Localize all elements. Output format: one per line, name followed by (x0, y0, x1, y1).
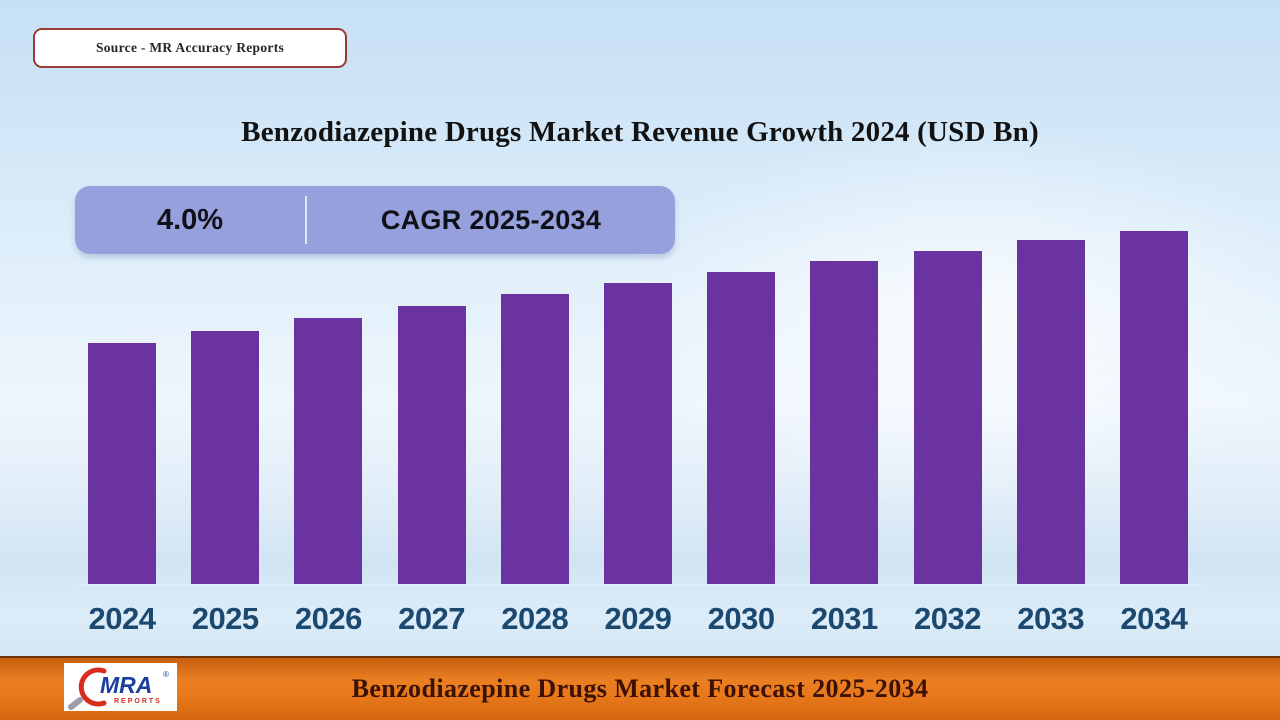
source-attribution-box: Source - MR Accuracy Reports (33, 28, 347, 68)
footer-banner: Benzodiazepine Drugs Market Forecast 202… (0, 656, 1280, 720)
chart-title: Benzodiazepine Drugs Market Revenue Grow… (241, 116, 1039, 148)
cagr-badge-divider (305, 196, 307, 244)
x-axis-label-2031: 2031 (810, 601, 878, 636)
bar-2034 (1119, 231, 1188, 584)
bar-2030 (707, 272, 776, 584)
bar-2032 (913, 251, 982, 584)
x-axis-label-2025: 2025 (191, 601, 259, 636)
source-attribution-label: Source - MR Accuracy Reports (95, 40, 285, 55)
mra-reports-logo-icon: MRA REPORTS ® (68, 667, 169, 710)
bar-2027 (397, 306, 466, 584)
bar-2031 (810, 261, 879, 584)
bar-2024 (88, 343, 156, 584)
x-axis-label-2030: 2030 (707, 601, 775, 636)
x-axis-labels: 2024 2025 2026 2027 2028 2029 2030 2031 2032 2033… (88, 601, 1188, 637)
footer-title: Benzodiazepine Drugs Market Forecast 202… (351, 674, 929, 703)
x-axis-label-2026: 2026 (294, 601, 362, 636)
x-axis-label-2033: 2033 (1017, 601, 1085, 636)
chart-baseline (75, 584, 1205, 586)
brand-logo: MRA REPORTS ® (64, 663, 177, 711)
x-axis-label-2024: 2024 (88, 601, 156, 636)
x-axis-label-2027: 2027 (398, 601, 466, 636)
bar-2025 (191, 331, 260, 584)
bar-2029 (603, 283, 672, 584)
svg-text:MRA: MRA (100, 672, 152, 698)
cagr-badge: 4.0% CAGR 2025-2034 (75, 186, 675, 254)
svg-text:REPORTS: REPORTS (114, 698, 162, 705)
svg-text:®: ® (163, 670, 169, 679)
bar-2033 (1016, 240, 1085, 584)
bar-2028 (500, 294, 569, 584)
x-axis-label-2028: 2028 (501, 601, 569, 636)
x-axis-label-2032: 2032 (914, 601, 981, 636)
bar-chart (88, 220, 1188, 584)
x-axis-label-2029: 2029 (604, 601, 672, 636)
x-axis-label-2034: 2034 (1120, 601, 1188, 636)
bar-2026 (294, 318, 363, 584)
cagr-value: 4.0% (156, 203, 224, 236)
cagr-label: CAGR 2025-2034 (380, 204, 602, 235)
